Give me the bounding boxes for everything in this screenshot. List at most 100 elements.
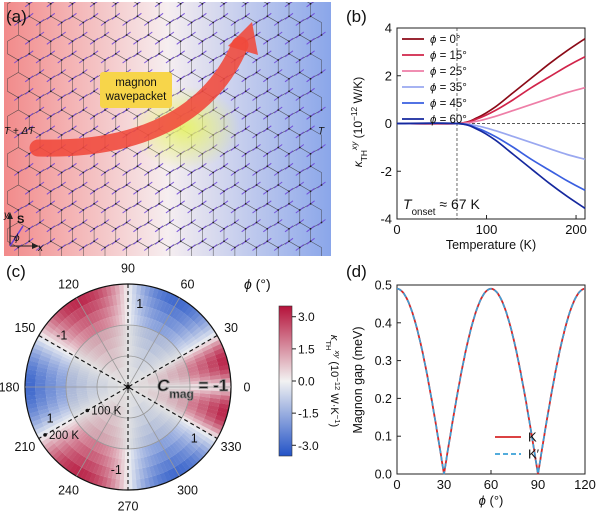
polar-grid [24,283,232,491]
heatmap-cell [163,327,172,338]
heatmap-cell [120,304,125,316]
heatmap-cell [146,318,153,329]
heatmap-cell [98,377,109,382]
heatmap-cell [116,406,121,417]
heatmap-cell [132,438,137,449]
heatmap-cell [168,394,179,399]
heatmap-cell [128,397,131,408]
heatmap-cell [64,433,75,443]
heatmap-cell [180,315,191,327]
heatmap-cell [123,428,127,439]
heatmap-cell [108,390,119,396]
heatmap-cell [145,353,154,363]
heatmap-cell [87,378,98,382]
heatmap-cell [149,357,159,367]
heatmap-cell [148,389,159,393]
heatmap-cell [146,445,153,456]
heatmap-cell [146,372,157,379]
heatmap-cell [129,366,133,377]
heatmap-cell [106,424,113,435]
heatmap-cell [213,418,225,427]
heatmap-cell [31,418,43,427]
heatmap-cell [134,394,142,404]
heatmap-cell [179,378,190,383]
heatmap-cell [120,367,125,378]
heatmap-cell [167,469,176,481]
panel-d-axes: 0 30 60 90 120 0.0 0.1 0.2 0.3 0.4 0.5 [375,279,596,493]
heatmap-cell [121,448,126,460]
heatmap-cell [35,378,46,384]
heatmap-cell [104,434,111,446]
heatmap-cell [174,406,186,414]
heatmap-cell [128,387,136,395]
heatmap-cell [88,352,98,361]
heatmap-cell [60,428,71,438]
heatmap-cell [177,422,188,431]
heatmap-cell [49,446,60,457]
heatmap-cell [193,434,205,444]
heatmap-cell [125,387,128,398]
heatmap-cell [71,408,83,416]
heatmap-cell [119,294,125,305]
heatmap-cell [104,352,112,362]
heatmap-cell [108,362,116,372]
heatmap-cell [142,295,149,307]
heatmap-cell [191,348,203,357]
heatmap-cell [111,374,120,382]
heatmap-cell [143,400,152,408]
heatmap-cell [167,293,176,305]
heatmap-cell [122,366,126,378]
heatmap-cell [105,365,114,374]
heatmap-cell [204,415,216,423]
heatmap-cell [82,343,92,353]
heatmap-cell [129,335,133,346]
heatmap-cell [108,379,119,384]
heatmap-cell [41,327,53,338]
heatmap-cell [114,336,120,348]
heatmap-cell [141,363,149,372]
heatmap-cell [131,458,136,470]
heatmap-cell [158,388,170,391]
heatmap-cell [125,366,128,377]
heatmap-cell [141,349,148,360]
heatmap-cell [195,408,207,416]
heatmap-cell [72,323,82,334]
heatmap-cell [135,284,142,296]
heatmap-cell [99,454,107,466]
heatmap-cell [148,388,159,392]
heatmap-cell [155,288,164,300]
heatmap-cell [136,392,146,399]
heatmap-cell [49,358,61,366]
heatmap-cell [169,456,178,468]
heatmap-cell [156,397,167,403]
heatmap-cell [199,424,211,434]
angle-tick-0: 0 [244,381,251,395]
heatmap-cell [132,417,136,428]
heatmap-cell [123,284,128,295]
heatmap-cell [176,402,187,409]
heatmap-cell [50,355,62,363]
panel-c-title: ϕ (°) [244,276,271,292]
heatmap-cell [102,422,110,433]
heatmap-cell [125,438,129,449]
heatmap-cell [48,362,60,369]
heatmap-cell [200,383,211,387]
heatmap-cell [48,317,60,328]
heatmap-cell [156,371,167,377]
heatmap-cell [125,428,129,439]
chern-number-labels: 1 -1 1 -1 1 [47,297,198,477]
heatmap-cell [135,347,141,358]
heatmap-cell [111,392,120,400]
heatmap-cell [108,378,119,384]
heatmap-cell [132,356,136,368]
heatmap-cell [145,411,154,421]
heatmap-cell [166,458,175,470]
heatmap-cell [117,416,122,428]
heatmap-cell [110,425,116,437]
heatmap-cell [206,358,218,366]
heatmap-cell [157,396,168,402]
heatmap-cell [167,331,177,342]
axis-y-label: y [3,210,10,221]
heatmap-cell [203,327,215,338]
heatmap-cell [62,445,73,456]
